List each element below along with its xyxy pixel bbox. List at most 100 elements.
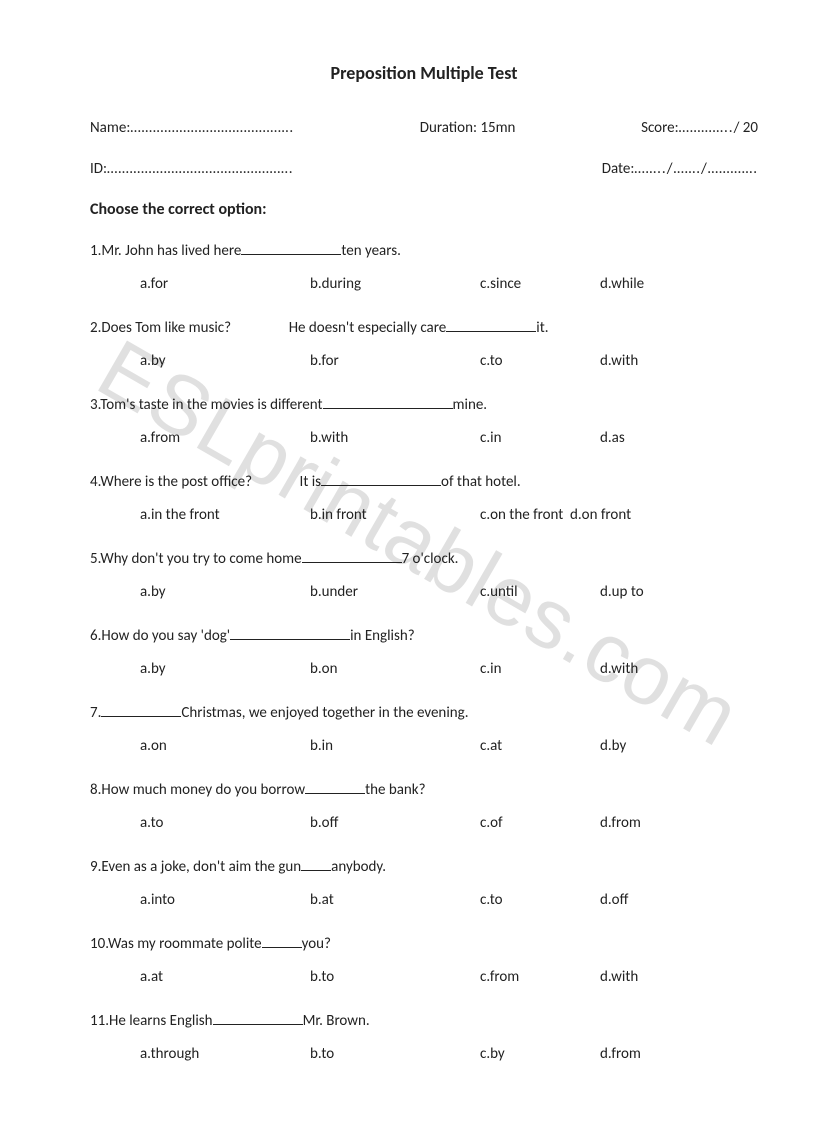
question-text: 6.How do you say 'dog' in English? (90, 625, 758, 648)
header-row-1: Name:……………………………………. Duration: 15mn Scor… (90, 117, 758, 140)
option-choice[interactable]: c.from (480, 966, 600, 989)
option-choice[interactable]: d.up to (600, 581, 700, 604)
question-number: 2. (90, 319, 101, 337)
fill-blank[interactable] (323, 397, 453, 409)
option-choice[interactable]: b.for (310, 350, 480, 373)
option-choice[interactable]: a.into (140, 889, 310, 912)
question-number: 6. (90, 627, 101, 645)
question-fragment: anybody. (331, 858, 386, 876)
option-choice[interactable]: d.on front (570, 504, 650, 527)
question-item: 6.How do you say 'dog' in English? a.byb.o… (90, 625, 758, 680)
question-text: 3.Tom's taste in the movies is different… (90, 394, 758, 417)
fill-blank[interactable] (241, 243, 341, 255)
question-item: 4.Where is the post office? It isof that… (90, 471, 758, 526)
name-field[interactable]: Name:……………………………………. (90, 117, 294, 140)
option-choice[interactable]: b.on (310, 658, 480, 681)
option-choice[interactable]: d.from (600, 812, 700, 835)
question-text: 4.Where is the post office? It isof that… (90, 471, 758, 494)
fill-blank[interactable] (230, 628, 350, 640)
question-item: 5.Why don't you try to come home7 o'cloc… (90, 548, 758, 603)
question-item: 9.Even as a joke, don't aim the gun anybo… (90, 856, 758, 911)
options-row: a.atb.toc.fromd.with (90, 966, 758, 989)
option-choice[interactable]: a.on (140, 735, 310, 758)
fill-blank[interactable] (101, 705, 181, 717)
questions-list: 1.Mr. John has lived hereten years. a.for… (90, 240, 758, 1065)
option-choice[interactable]: d.with (600, 350, 700, 373)
option-choice[interactable]: a.at (140, 966, 310, 989)
option-choice[interactable]: a.by (140, 350, 310, 373)
option-choice[interactable]: a.by (140, 658, 310, 681)
option-choice[interactable]: a.through (140, 1043, 310, 1066)
id-dots: …………………………………………. (107, 160, 294, 178)
score-dots: ………….. (679, 119, 734, 137)
question-fragment: Where is the post office? It is (100, 473, 321, 491)
option-choice[interactable]: c.to (480, 350, 600, 373)
option-choice[interactable]: a.by (140, 581, 310, 604)
fill-blank[interactable] (213, 1013, 303, 1025)
question-fragment: How do you say 'dog' (101, 627, 230, 645)
option-choice[interactable]: c.at (480, 735, 600, 758)
fill-blank[interactable] (305, 782, 365, 794)
option-choice[interactable]: d.by (600, 735, 700, 758)
option-choice[interactable]: c.in (480, 427, 600, 450)
question-text: 11.He learns English Mr. Brown. (90, 1010, 758, 1033)
option-choice[interactable]: d.as (600, 427, 700, 450)
question-number: 7. (90, 704, 101, 722)
question-number: 9. (90, 858, 101, 876)
option-choice[interactable]: c.until (480, 581, 600, 604)
fill-blank[interactable] (302, 551, 402, 563)
option-choice[interactable]: b.to (310, 966, 480, 989)
options-row: a.byb.underc.untild.up to (90, 581, 758, 604)
question-fragment: Does Tom like music? He doesn't especial… (101, 319, 446, 337)
options-row: a.fromb.withc.ind.as (90, 427, 758, 450)
question-fragment: ten years. (341, 242, 400, 260)
option-choice[interactable]: b.during (310, 273, 480, 296)
option-choice[interactable]: b.in front (310, 504, 480, 527)
option-choice[interactable]: c.since (480, 273, 600, 296)
option-choice[interactable]: b.with (310, 427, 480, 450)
option-choice[interactable]: b.under (310, 581, 480, 604)
option-choice[interactable]: d.off (600, 889, 700, 912)
option-choice[interactable]: a.for (140, 273, 310, 296)
date-field[interactable]: Date:……../……./…………. (602, 158, 758, 181)
option-choice[interactable]: b.to (310, 1043, 480, 1066)
question-fragment: Even as a joke, don't aim the gun (101, 858, 301, 876)
question-number: 3. (90, 396, 100, 414)
option-choice[interactable]: c.on the front (480, 504, 570, 527)
option-choice[interactable]: d.with (600, 658, 700, 681)
option-choice[interactable]: d.with (600, 966, 700, 989)
option-choice[interactable]: b.off (310, 812, 480, 835)
question-text: 5.Why don't you try to come home7 o'cloc… (90, 548, 758, 571)
duration-label: Duration: 15mn (420, 117, 516, 140)
question-item: 8.How much money do you borrowthe bank?a… (90, 779, 758, 834)
id-field[interactable]: ID:…………………………………………. (90, 158, 294, 181)
fill-blank[interactable] (262, 936, 302, 948)
option-choice[interactable]: d.from (600, 1043, 700, 1066)
question-fragment: in English? (350, 627, 415, 645)
score-field: Score:…………../ 20 (641, 117, 758, 140)
option-choice[interactable]: d.while (600, 273, 700, 296)
option-choice[interactable]: a.in the front (140, 504, 310, 527)
fill-blank[interactable] (301, 859, 331, 871)
fill-blank[interactable] (321, 474, 441, 486)
option-choice[interactable]: b.at (310, 889, 480, 912)
question-fragment: the bank? (365, 781, 425, 799)
question-text: 7. Christmas, we enjoyed together in the … (90, 702, 758, 725)
option-choice[interactable]: c.in (480, 658, 600, 681)
question-text: 1.Mr. John has lived hereten years. (90, 240, 758, 263)
id-label: ID: (90, 160, 107, 178)
option-choice[interactable]: c.of (480, 812, 600, 835)
question-number: 11. (90, 1012, 109, 1030)
question-fragment: Mr. Brown. (303, 1012, 370, 1030)
option-choice[interactable]: c.to (480, 889, 600, 912)
option-choice[interactable]: c.by (480, 1043, 600, 1066)
option-choice[interactable]: a.to (140, 812, 310, 835)
date-label: Date: (602, 160, 635, 178)
option-choice[interactable]: a.from (140, 427, 310, 450)
options-row: a.byb.onc.ind.with (90, 658, 758, 681)
fill-blank[interactable] (446, 320, 536, 332)
option-choice[interactable]: b.in (310, 735, 480, 758)
question-number: 4. (90, 473, 100, 491)
question-fragment: Christmas, we enjoyed together in the ev… (181, 704, 468, 722)
question-fragment: He learns English (109, 1012, 213, 1030)
